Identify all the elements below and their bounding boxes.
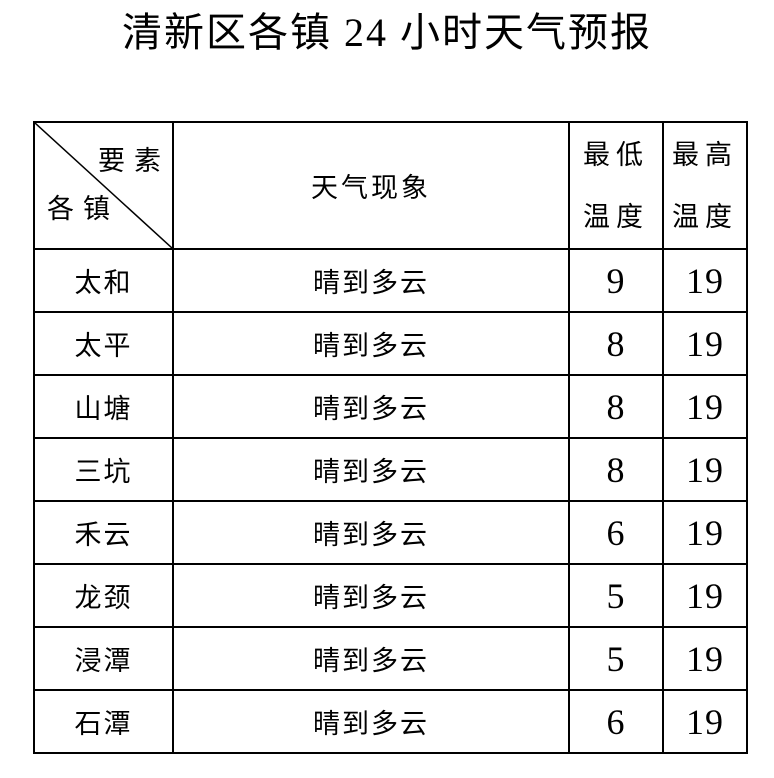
weather-cell: 晴到多云 [172,311,570,376]
town-cell: 山塘 [33,374,174,439]
max-temp-header-line1: 最高 [672,139,738,170]
weather-cell: 晴到多云 [172,437,570,502]
table-row: 三坑 晴到多云 8 19 [33,437,748,502]
weather-cell: 晴到多云 [172,248,570,313]
table-row: 龙颈 晴到多云 5 19 [33,563,748,628]
weather-cell: 晴到多云 [172,689,570,754]
max-temp-cell: 19 [662,689,748,754]
table-row: 太和 晴到多云 9 19 [33,248,748,313]
min-temp-header-line2: 温度 [583,201,649,232]
max-temp-cell: 19 [662,311,748,376]
max-temp-cell: 19 [662,374,748,439]
town-cell: 三坑 [33,437,174,502]
max-temp-cell: 19 [662,500,748,565]
max-temp-header-line2: 温度 [672,201,738,232]
diagonal-divider-line [35,123,172,248]
weather-cell: 晴到多云 [172,500,570,565]
corner-label-factor: 要素 [98,146,170,176]
header-row: 要素 各镇 天气现象 最低 温度 最高 温度 [33,121,748,250]
min-temp-cell: 5 [568,563,664,628]
weather-cell: 晴到多云 [172,626,570,691]
min-temp-cell: 5 [568,626,664,691]
min-temp-cell: 8 [568,311,664,376]
table-row: 浸潭 晴到多云 5 19 [33,626,748,691]
table-row: 山塘 晴到多云 8 19 [33,374,748,439]
town-cell: 浸潭 [33,626,174,691]
max-temp-cell: 19 [662,626,748,691]
weather-column-header: 天气现象 [172,121,570,250]
max-temp-cell: 19 [662,437,748,502]
table-row: 石潭 晴到多云 6 19 [33,689,748,754]
table-row: 禾云 晴到多云 6 19 [33,500,748,565]
corner-label-towns: 各镇 [47,194,119,224]
weather-cell: 晴到多云 [172,563,570,628]
max-temp-cell: 19 [662,248,748,313]
town-cell: 太和 [33,248,174,313]
town-cell: 龙颈 [33,563,174,628]
min-temp-column-header: 最低 温度 [568,121,664,250]
town-cell: 太平 [33,311,174,376]
min-temp-cell: 9 [568,248,664,313]
table-row: 太平 晴到多云 8 19 [33,311,748,376]
weather-forecast-table: 要素 各镇 天气现象 最低 温度 最高 温度 太和 晴到多云 9 19 [33,121,748,754]
town-cell: 禾云 [33,500,174,565]
min-temp-cell: 6 [568,689,664,754]
min-temp-cell: 8 [568,437,664,502]
min-temp-cell: 6 [568,500,664,565]
min-temp-header-line1: 最低 [583,139,649,170]
weather-cell: 晴到多云 [172,374,570,439]
corner-header-cell: 要素 各镇 [33,121,174,250]
min-temp-cell: 8 [568,374,664,439]
town-cell: 石潭 [33,689,174,754]
max-temp-column-header: 最高 温度 [662,121,748,250]
page-title: 清新区各镇 24 小时天气预报 [122,10,652,55]
max-temp-cell: 19 [662,563,748,628]
